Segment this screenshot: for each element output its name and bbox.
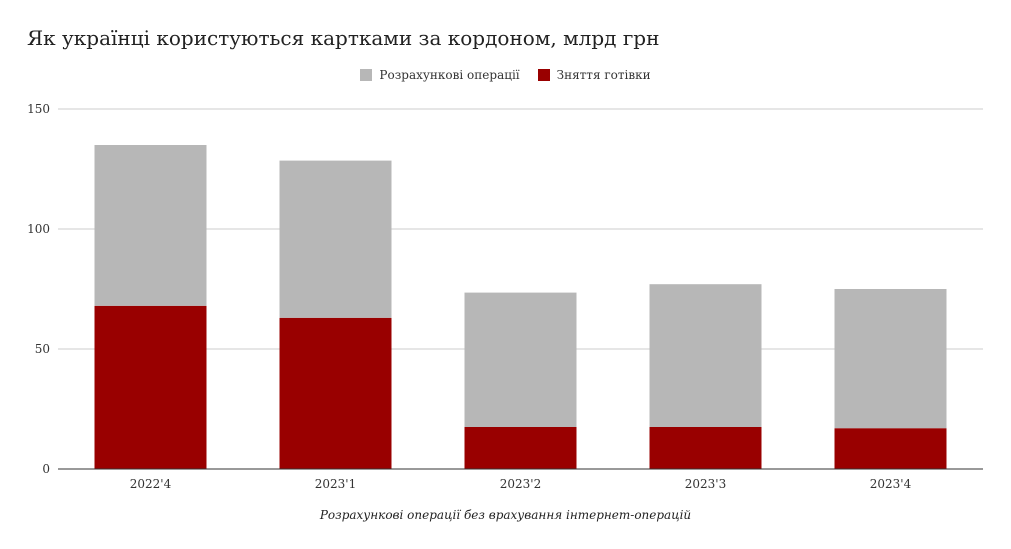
x-tick-label: 2023'3 — [685, 477, 726, 491]
bar-settlement-operations — [279, 160, 392, 318]
legend-item-cash: Зняття готівки — [537, 68, 651, 82]
x-tick-label: 2023'1 — [315, 477, 356, 491]
legend-swatch-settlement — [360, 69, 373, 81]
bar-settlement-operations — [649, 284, 762, 427]
legend-item-settlement: Розрахункові операції — [360, 68, 520, 82]
legend-label-settlement: Розрахункові операції — [379, 68, 520, 82]
y-tick-label: 100 — [27, 222, 50, 236]
bar-settlement-operations — [94, 145, 207, 306]
y-tick-label: 50 — [35, 342, 50, 356]
x-tick-label: 2022'4 — [130, 477, 172, 491]
y-tick-label: 150 — [27, 102, 50, 116]
y-tick-label: 0 — [42, 462, 50, 476]
bar-cash-withdrawal — [94, 305, 207, 469]
legend-swatch-cash — [537, 69, 550, 81]
chart-title: Як українці користуються картками за кор… — [27, 26, 660, 50]
bar-settlement-operations — [834, 289, 947, 429]
x-tick-label: 2023'4 — [870, 477, 912, 491]
bar-cash-withdrawal — [279, 317, 392, 469]
legend-label-cash: Зняття готівки — [556, 68, 651, 82]
bar-cash-withdrawal — [649, 427, 762, 469]
legend: Розрахункові операції Зняття готівки — [0, 68, 1011, 82]
bar-cash-withdrawal — [464, 427, 577, 469]
x-axis-title: Розрахункові операції без врахування інт… — [319, 508, 692, 522]
x-tick-label: 2023'2 — [500, 477, 541, 491]
bar-cash-withdrawal — [834, 428, 947, 469]
bar-settlement-operations — [464, 292, 577, 427]
